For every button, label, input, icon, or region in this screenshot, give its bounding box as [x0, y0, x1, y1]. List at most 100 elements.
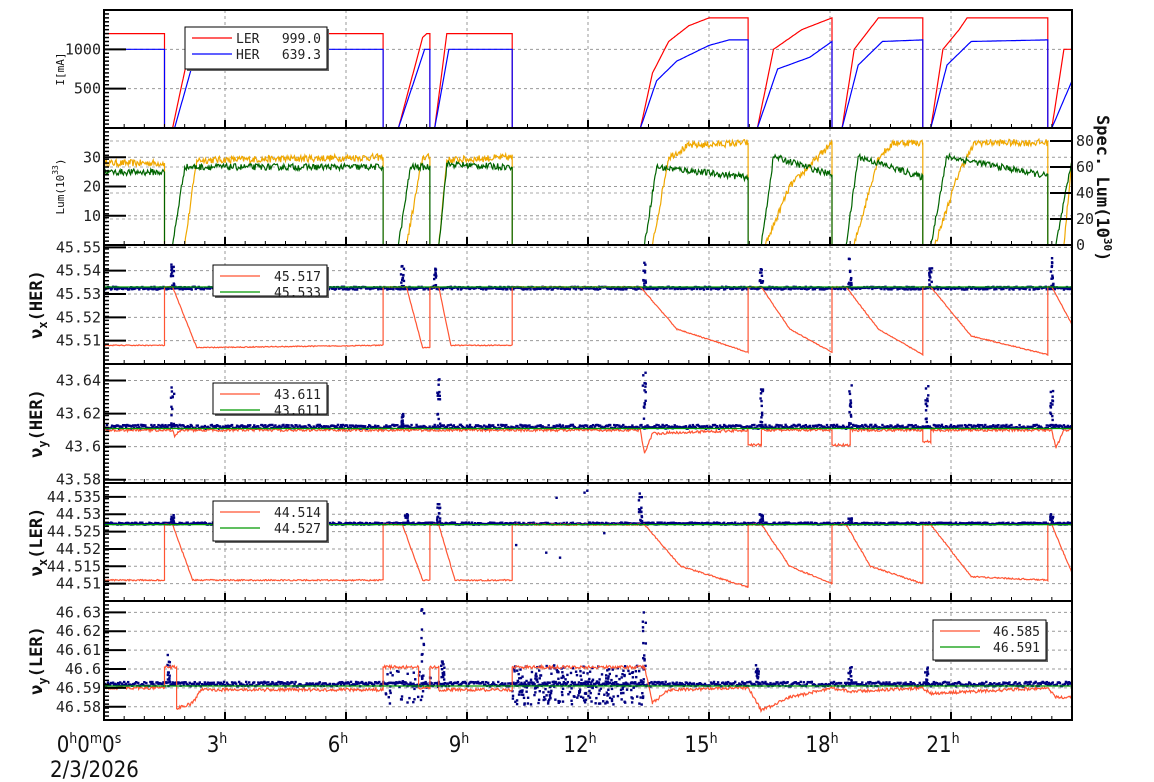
tune-spike-dot: [848, 392, 852, 396]
tune-dot: [449, 423, 453, 427]
tune-dot: [122, 680, 126, 684]
right-y-tick-label: 40: [1076, 184, 1094, 202]
tune-dot: [631, 424, 634, 427]
tune-dot: [625, 288, 628, 291]
tune-dot: [385, 286, 388, 290]
tune-dot: [1062, 521, 1066, 525]
tune-dot: [230, 681, 234, 684]
tune-dot: [931, 286, 935, 289]
tune-dot: [834, 425, 838, 428]
tune-spike-dot: [171, 407, 174, 411]
tune-dot: [158, 287, 161, 291]
tune-dot: [486, 681, 490, 685]
tune-spike-dot: [850, 678, 853, 682]
tune-dot: [422, 521, 425, 525]
tune-spike-dot: [434, 276, 438, 279]
tune-dot: [293, 682, 296, 686]
tune-dot: [142, 683, 145, 687]
tune-dot: [846, 681, 850, 685]
tune-dot: [493, 521, 496, 525]
tune-spike-dot: [166, 653, 169, 657]
tune-spike-dot: [848, 410, 851, 414]
tune-spike-dot: [168, 661, 172, 664]
legend-box: [212, 264, 328, 297]
tune-spike-dot: [850, 666, 853, 669]
tune-dot: [421, 286, 424, 289]
tune-dot: [910, 423, 913, 427]
tune-dot: [572, 287, 576, 290]
tune-dot: [389, 425, 392, 428]
tune-dot: [846, 426, 850, 429]
tune-dot: [219, 681, 223, 685]
tune-dot: [491, 683, 494, 686]
tune-dot: [769, 288, 772, 291]
tune-spike-dot: [642, 641, 645, 645]
tune-dot: [706, 287, 710, 290]
tune-spike-dot: [1049, 513, 1052, 517]
tune-scatter-dot: [546, 702, 550, 705]
tune-dot: [698, 425, 702, 428]
tune-dot: [184, 522, 187, 526]
tune-spike-dot: [928, 283, 931, 286]
tune-spike-dot: [172, 424, 175, 428]
tune-dot: [745, 286, 748, 289]
tune-spike-dot: [849, 415, 853, 418]
tune-dot: [897, 424, 900, 428]
tune-dot: [274, 424, 277, 427]
tune-spike-dot: [1051, 515, 1055, 519]
tune-dot: [278, 424, 281, 428]
tune-dot: [765, 521, 768, 524]
label-sub: x: [36, 321, 50, 328]
tune-dot: [231, 683, 235, 686]
tune-spike-dot: [170, 263, 173, 266]
tune-dot: [692, 287, 696, 290]
tune-dot: [188, 425, 191, 429]
tune-dot: [514, 521, 517, 524]
tune-dot: [577, 426, 581, 429]
tune-dot: [777, 683, 780, 686]
tune-dot: [358, 521, 362, 524]
tune-dot: [1044, 682, 1047, 686]
tune-dot: [642, 287, 645, 291]
tune-dot: [291, 424, 294, 428]
tune-scatter-dot: [603, 693, 606, 696]
tune-dot: [524, 424, 527, 427]
tune-dot: [782, 521, 785, 525]
tune-dot: [291, 681, 294, 684]
tune-dot: [734, 521, 737, 524]
tune-dot: [318, 681, 321, 684]
tune-dot: [162, 425, 165, 428]
tune-scatter-dot: [627, 669, 630, 673]
tune-dot: [1062, 288, 1066, 291]
tune-scatter-dot: [621, 673, 624, 676]
tune-dot: [956, 287, 960, 290]
tune-spike-dot: [168, 678, 171, 681]
tune-spike-dot: [848, 421, 851, 425]
tune-dot: [808, 522, 812, 526]
tune-dot: [275, 682, 278, 685]
tune-spike-dot: [642, 611, 646, 614]
series-line-spec-lum: [104, 152, 1072, 245]
tune-dot: [304, 425, 307, 428]
tune-dot: [766, 288, 769, 291]
tune-spike-dot: [754, 664, 758, 667]
tune-spike-dot: [438, 390, 441, 394]
tune-dot: [446, 682, 450, 685]
tune-dot: [871, 287, 874, 291]
tune-dot: [946, 287, 950, 290]
tune-dot: [519, 683, 522, 686]
tune-spike-dot: [436, 522, 439, 525]
tune-dot: [908, 683, 911, 686]
tune-dot: [432, 521, 435, 525]
y-tick-label: 44.515: [47, 557, 101, 575]
tune-dot: [167, 521, 170, 525]
tune-dot: [1066, 424, 1070, 428]
tune-dot: [529, 521, 532, 525]
tune-spike-dot: [643, 659, 646, 662]
tune-dot: [112, 424, 116, 428]
tune-dot: [963, 423, 967, 427]
tune-dot: [373, 426, 376, 429]
tune-dot: [921, 683, 924, 686]
tune-scatter-dot: [599, 687, 603, 690]
tune-dot: [475, 681, 479, 685]
